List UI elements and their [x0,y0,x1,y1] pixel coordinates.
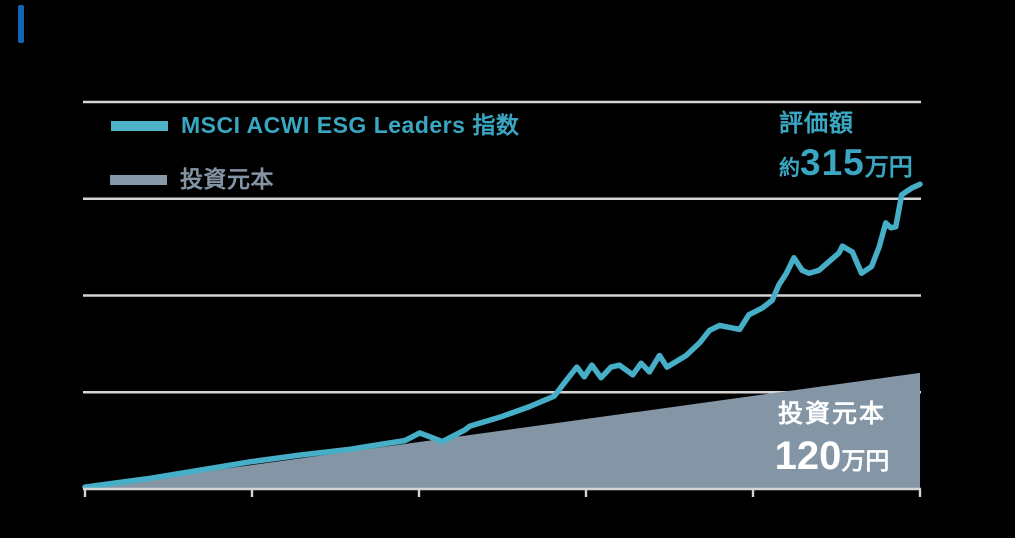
index-line-swatch [111,120,168,131]
valuation-approx-prefix: 約 [779,157,800,180]
index-line [82,181,923,490]
legend-item-principal-label: 投資元本 [180,166,274,192]
principal-area-swatch [110,174,167,185]
valuation-unit: 万円 [864,154,913,181]
principal-title: 投資元本 [777,400,886,428]
legend-item-index-label: MSCI ACWI ESG Leaders 指数 [181,112,520,138]
valuation-amount-line: 約 315 万円 [779,144,913,181]
principal-callout: 投資元本 120 万円 [752,400,912,477]
title-accent-bar [18,5,24,43]
valuation-callout: 評価額 約 315 万円 [779,110,913,182]
principal-area [85,372,920,489]
principal-amount-line: 120 万円 [752,436,912,476]
principal-unit: 万円 [841,448,890,475]
valuation-title: 評価額 [779,110,854,137]
valuation-amount: 315 [800,142,865,183]
principal-amount: 120 [774,434,842,478]
legend-item-principal: 投資元本 [110,166,274,193]
legend-item-index: MSCI ACWI ESG Leaders 指数 [111,112,519,139]
